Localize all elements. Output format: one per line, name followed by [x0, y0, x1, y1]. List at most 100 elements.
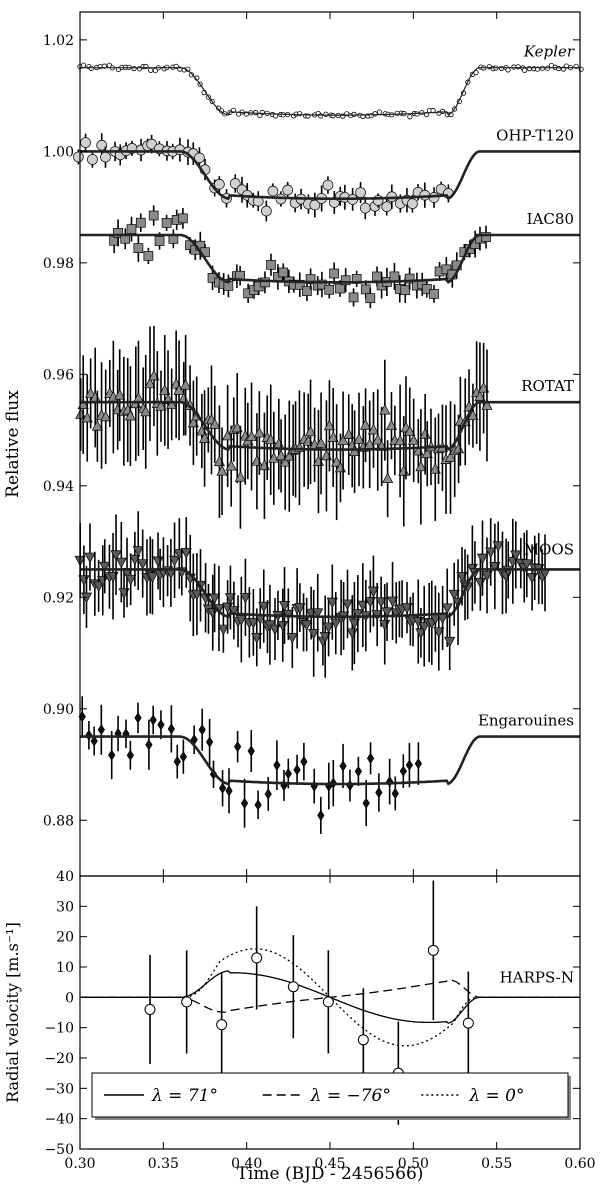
- x-tick-label: 0.45: [314, 1156, 345, 1172]
- moos-point: [93, 581, 105, 593]
- moos-point: [137, 559, 149, 570]
- rotat-point: [253, 426, 265, 438]
- rv-data: [144, 880, 474, 1125]
- moos-point: [433, 627, 445, 638]
- engarouines-point: [366, 752, 375, 764]
- legend-entry-label: λ = 0°: [468, 1086, 524, 1106]
- rotat-point: [367, 423, 380, 435]
- rotat-point: [199, 432, 211, 443]
- moos-point: [510, 550, 522, 562]
- iac80-point: [135, 217, 146, 228]
- rotat-point: [166, 398, 178, 409]
- moos-point: [441, 603, 453, 615]
- engarouines-point: [405, 759, 414, 771]
- rv-panel: HARPS-N −50 −40 −30 −20 −10 0 10 20 30 40 0.30 0.35…: [3, 869, 596, 1184]
- rotat-point: [372, 433, 384, 445]
- moos-point: [99, 561, 111, 573]
- rv-point: [251, 952, 263, 964]
- engarouines-point: [149, 714, 157, 726]
- rv-point: [427, 944, 439, 956]
- iac80-point: [441, 264, 452, 275]
- kepler-label: Kepler: [523, 43, 575, 61]
- moos-point: [286, 633, 298, 644]
- engarouines-point: [85, 729, 93, 741]
- iac80-point: [126, 224, 137, 234]
- rotat-point: [467, 409, 479, 421]
- engarouines-point: [375, 786, 383, 799]
- moos-point: [168, 555, 181, 567]
- rv-y-tick-label: −20: [44, 1051, 74, 1067]
- harps-n-label: HARPS-N: [500, 968, 574, 986]
- iac80-point: [178, 213, 188, 224]
- kepler-point: [351, 111, 357, 117]
- moos-point: [341, 599, 354, 611]
- moos-point: [444, 636, 456, 648]
- engarouines-point: [234, 741, 242, 753]
- x-tick-label: 0.55: [481, 1156, 512, 1172]
- engarouines-point: [179, 751, 187, 763]
- moos-label: MOOS: [524, 540, 574, 558]
- engarouines-label: Engarouines: [478, 712, 574, 730]
- engarouines-points: [78, 696, 423, 834]
- rotat-point: [155, 399, 167, 411]
- moos-point: [386, 596, 399, 608]
- rotat-point: [323, 419, 336, 431]
- engarouines-point: [339, 760, 347, 772]
- iac80-point: [294, 279, 305, 290]
- moos-point: [191, 589, 203, 601]
- iac80-point: [266, 259, 276, 270]
- iac80-point: [340, 275, 351, 286]
- moos-point: [251, 632, 263, 644]
- rv-y-tick-label: −40: [44, 1112, 74, 1128]
- rotat-point: [359, 419, 372, 430]
- iac80-point: [260, 277, 270, 288]
- engarouines-point: [254, 799, 262, 811]
- engarouines-point: [300, 755, 308, 768]
- engarouines-point: [391, 787, 399, 800]
- flux-y-axis-label: Relative flux: [3, 390, 23, 498]
- flux-tick-label: 0.90: [43, 702, 74, 718]
- rotat-point: [114, 388, 126, 400]
- legend-entry-label: λ = −76°: [310, 1086, 391, 1106]
- iac80-point: [302, 286, 312, 296]
- moos-point: [115, 557, 127, 569]
- rotat-point: [283, 449, 295, 461]
- rotat-point: [385, 419, 398, 431]
- moos-point: [217, 624, 229, 636]
- iac80-point: [365, 293, 376, 304]
- ohp-t120-point: [100, 151, 111, 163]
- iac80-point: [329, 268, 340, 279]
- rv-point: [216, 1019, 228, 1031]
- engarouines-point: [362, 797, 370, 809]
- ohp-t120-point: [229, 178, 241, 189]
- moos-point: [323, 622, 335, 634]
- kepler-points: [77, 62, 584, 120]
- rotat-point: [180, 379, 192, 390]
- moos-point: [312, 608, 324, 619]
- iac80-point: [360, 284, 371, 295]
- rv-point: [462, 1017, 474, 1029]
- ohp-t120-point: [214, 178, 225, 190]
- rv-y-tick-label-top: 40: [56, 869, 74, 885]
- engarouines-point: [354, 765, 362, 778]
- rotat-point: [327, 431, 339, 442]
- rv-y-tick-label: −10: [44, 1021, 74, 1037]
- rotat-point: [225, 459, 237, 471]
- iac80-point: [278, 267, 289, 278]
- iac80-point: [113, 228, 123, 238]
- engarouines-point: [284, 767, 292, 780]
- rotat-point: [77, 398, 89, 410]
- iac80-point: [148, 210, 159, 221]
- rotat-point: [331, 455, 343, 467]
- x-tick-label: 0.60: [564, 1156, 595, 1172]
- flux-tick-label: 1.00: [43, 144, 74, 160]
- x-tick-label: 0.50: [398, 1156, 429, 1172]
- kepler-point: [88, 65, 94, 71]
- engarouines-point: [198, 724, 206, 736]
- ohp-t120-point: [359, 202, 371, 214]
- rotat-point: [91, 420, 103, 431]
- rotat-point: [421, 447, 433, 459]
- rv-y-tick-label: −50: [44, 1142, 74, 1158]
- rotat-point: [474, 390, 486, 401]
- flux-tick-label: 0.88: [43, 813, 74, 829]
